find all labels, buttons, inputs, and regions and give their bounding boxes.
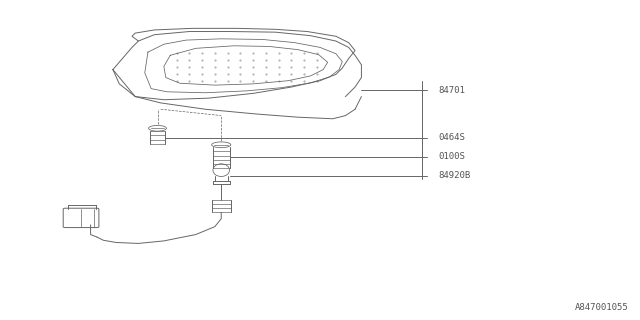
Text: 0464S: 0464S — [438, 133, 465, 142]
Text: 84920B: 84920B — [438, 172, 470, 180]
Text: A847001055: A847001055 — [575, 303, 629, 312]
Text: 84701: 84701 — [438, 86, 465, 95]
Text: 0100S: 0100S — [438, 152, 465, 161]
